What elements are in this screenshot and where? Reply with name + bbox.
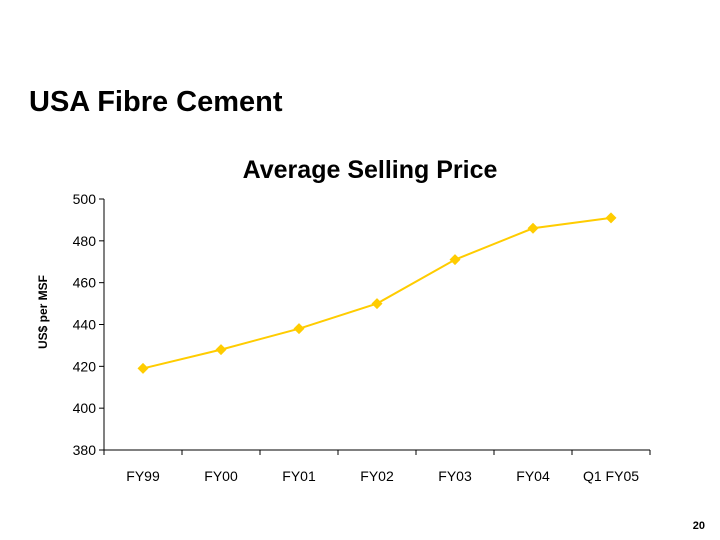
y-tick-label: 380 (73, 442, 97, 458)
x-tick-label: FY99 (126, 468, 160, 484)
slide-title: USA Fibre Cement (29, 86, 283, 118)
page-number: 20 (692, 520, 705, 532)
y-tick-label: 400 (73, 400, 97, 416)
data-point-marker (605, 212, 617, 224)
y-tick-label: 480 (73, 233, 97, 249)
series-line (142, 216, 612, 370)
data-point-marker (527, 222, 539, 234)
data-point-marker (293, 323, 305, 335)
data-point-marker (449, 254, 461, 266)
x-tick-label: Q1 FY05 (583, 468, 639, 484)
x-tick-label: FY04 (516, 468, 550, 484)
x-tick-label: FY00 (204, 468, 238, 484)
data-point-marker (137, 362, 149, 374)
x-tick-label: FY01 (282, 468, 316, 484)
y-tick-label: 460 (73, 275, 97, 291)
x-tick-label: FY03 (438, 468, 472, 484)
y-tick-label: 420 (73, 358, 97, 374)
y-tick-label: 440 (73, 317, 97, 333)
y-tick-label: 500 (73, 191, 97, 207)
x-tick-label: FY02 (360, 468, 394, 484)
data-point-marker (371, 298, 383, 310)
data-point-marker (215, 344, 227, 356)
chart-title: Average Selling Price (242, 156, 498, 184)
